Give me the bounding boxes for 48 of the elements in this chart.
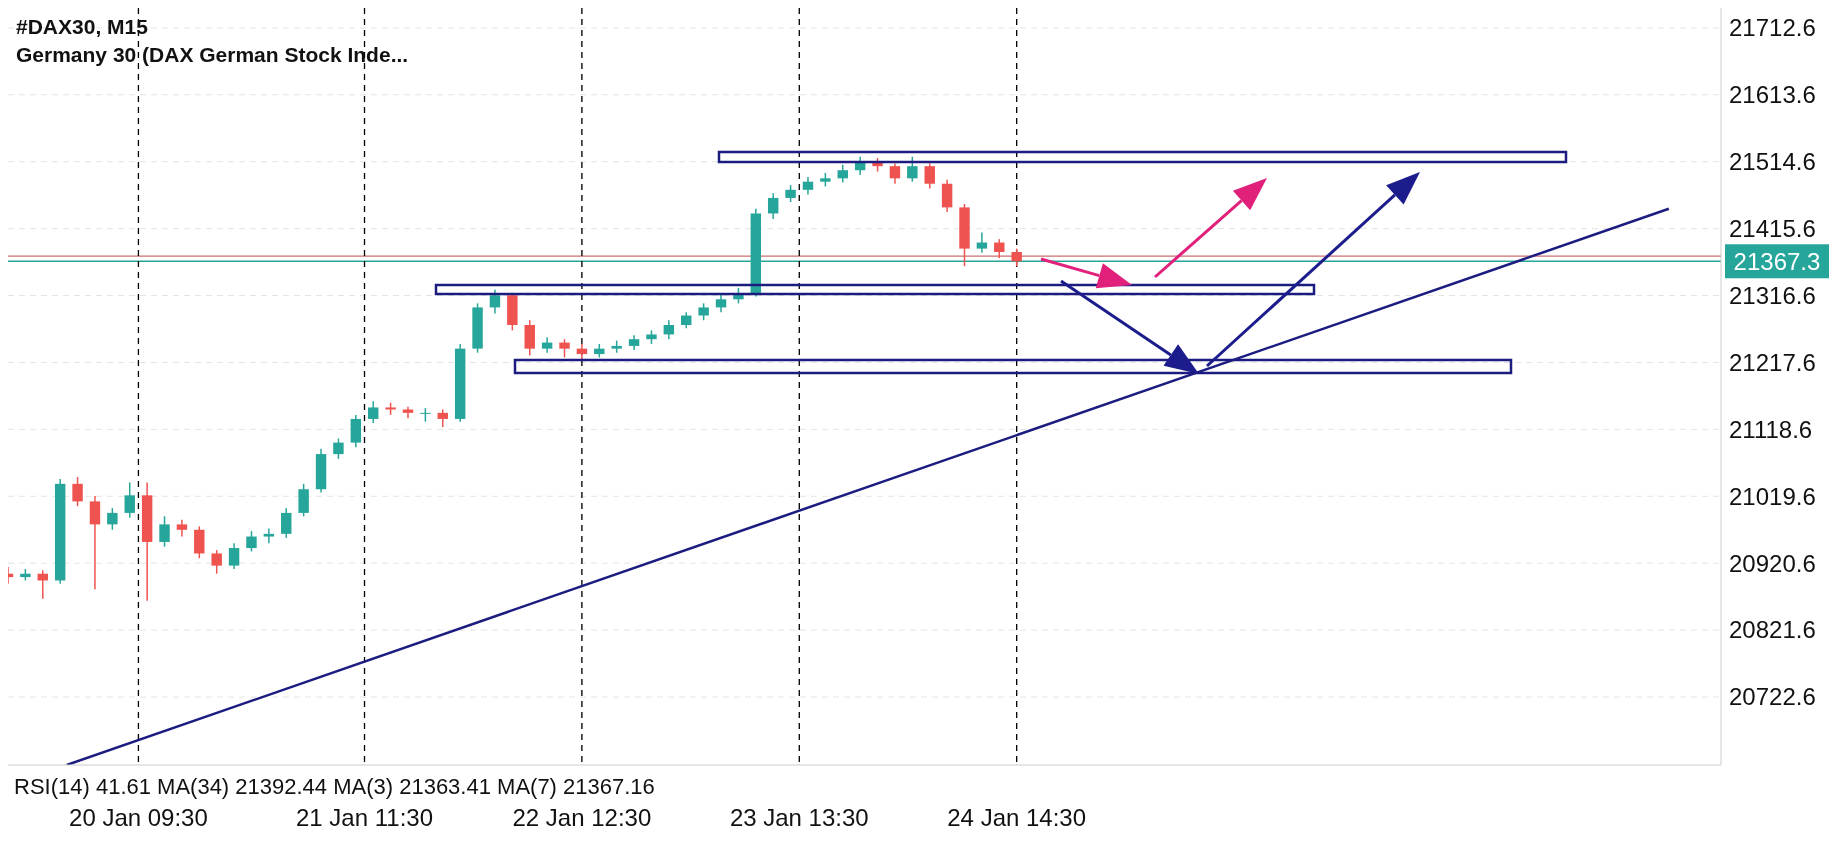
candlestick [367, 400, 379, 424]
y-tick-label: 20821.6 [1729, 616, 1816, 644]
candlestick [889, 162, 901, 185]
y-tick-label: 21316.6 [1729, 281, 1816, 309]
candlestick [333, 437, 344, 460]
candlestick [907, 155, 918, 183]
candlestick [489, 289, 501, 315]
chart-title: #DAX30, M15 [16, 15, 149, 38]
y-tick-label: 21217.6 [1729, 348, 1816, 376]
y-tick-label: 21712.6 [1729, 14, 1816, 42]
candlestick [263, 527, 275, 545]
text: RSI(14) 41.61 MA(34) 21392.44 MA(3) 21363.41 MA(7) 21367.16 [14, 774, 655, 799]
y-tick-label: 20920.6 [1729, 549, 1816, 577]
y-tick-label: 21019.6 [1729, 482, 1816, 510]
candlestick [281, 507, 292, 539]
candlestick [72, 476, 83, 507]
candlestick [767, 192, 779, 220]
candlestick [854, 155, 866, 176]
candlestick [211, 549, 222, 575]
candlestick [350, 414, 362, 449]
candlestick [941, 178, 953, 213]
candlestick [159, 515, 170, 548]
candlestick [559, 338, 570, 359]
y-tick-label: 21514.6 [1729, 148, 1816, 176]
candlestick [107, 507, 118, 531]
candlestick [124, 481, 135, 519]
x-tick-label: 22 Jan 12:30 [512, 804, 652, 831]
candlestick [194, 525, 205, 559]
candlestick [924, 162, 935, 190]
y-tick-label: 21415.6 [1729, 215, 1816, 243]
ref-line-label: 21367.3 [1733, 247, 1821, 275]
x-tick-label: 20 Jan 09:30 [69, 804, 208, 831]
candlestick [524, 319, 535, 357]
y-tick-label: 20722.6 [1729, 683, 1816, 711]
x-tick-label: 24 Jan 14:30 [947, 804, 1087, 831]
candlestick [228, 542, 240, 570]
candlestick [437, 408, 448, 428]
candlestick [976, 231, 988, 254]
x-tick-label: 23 Jan 13:30 [729, 804, 869, 831]
candlestick [994, 238, 1005, 259]
y-tick-label: 21613.6 [1729, 81, 1816, 109]
candlestick [298, 483, 309, 518]
x-tick-label: 21 Jan 11:30 [296, 804, 434, 831]
candlestick [663, 319, 675, 340]
text: Germany 30 (DAX German Stock Inde... [16, 43, 409, 66]
candlestick [246, 530, 257, 553]
y-tick-label: 21118.6 [1729, 415, 1813, 443]
candlestick [89, 495, 101, 591]
